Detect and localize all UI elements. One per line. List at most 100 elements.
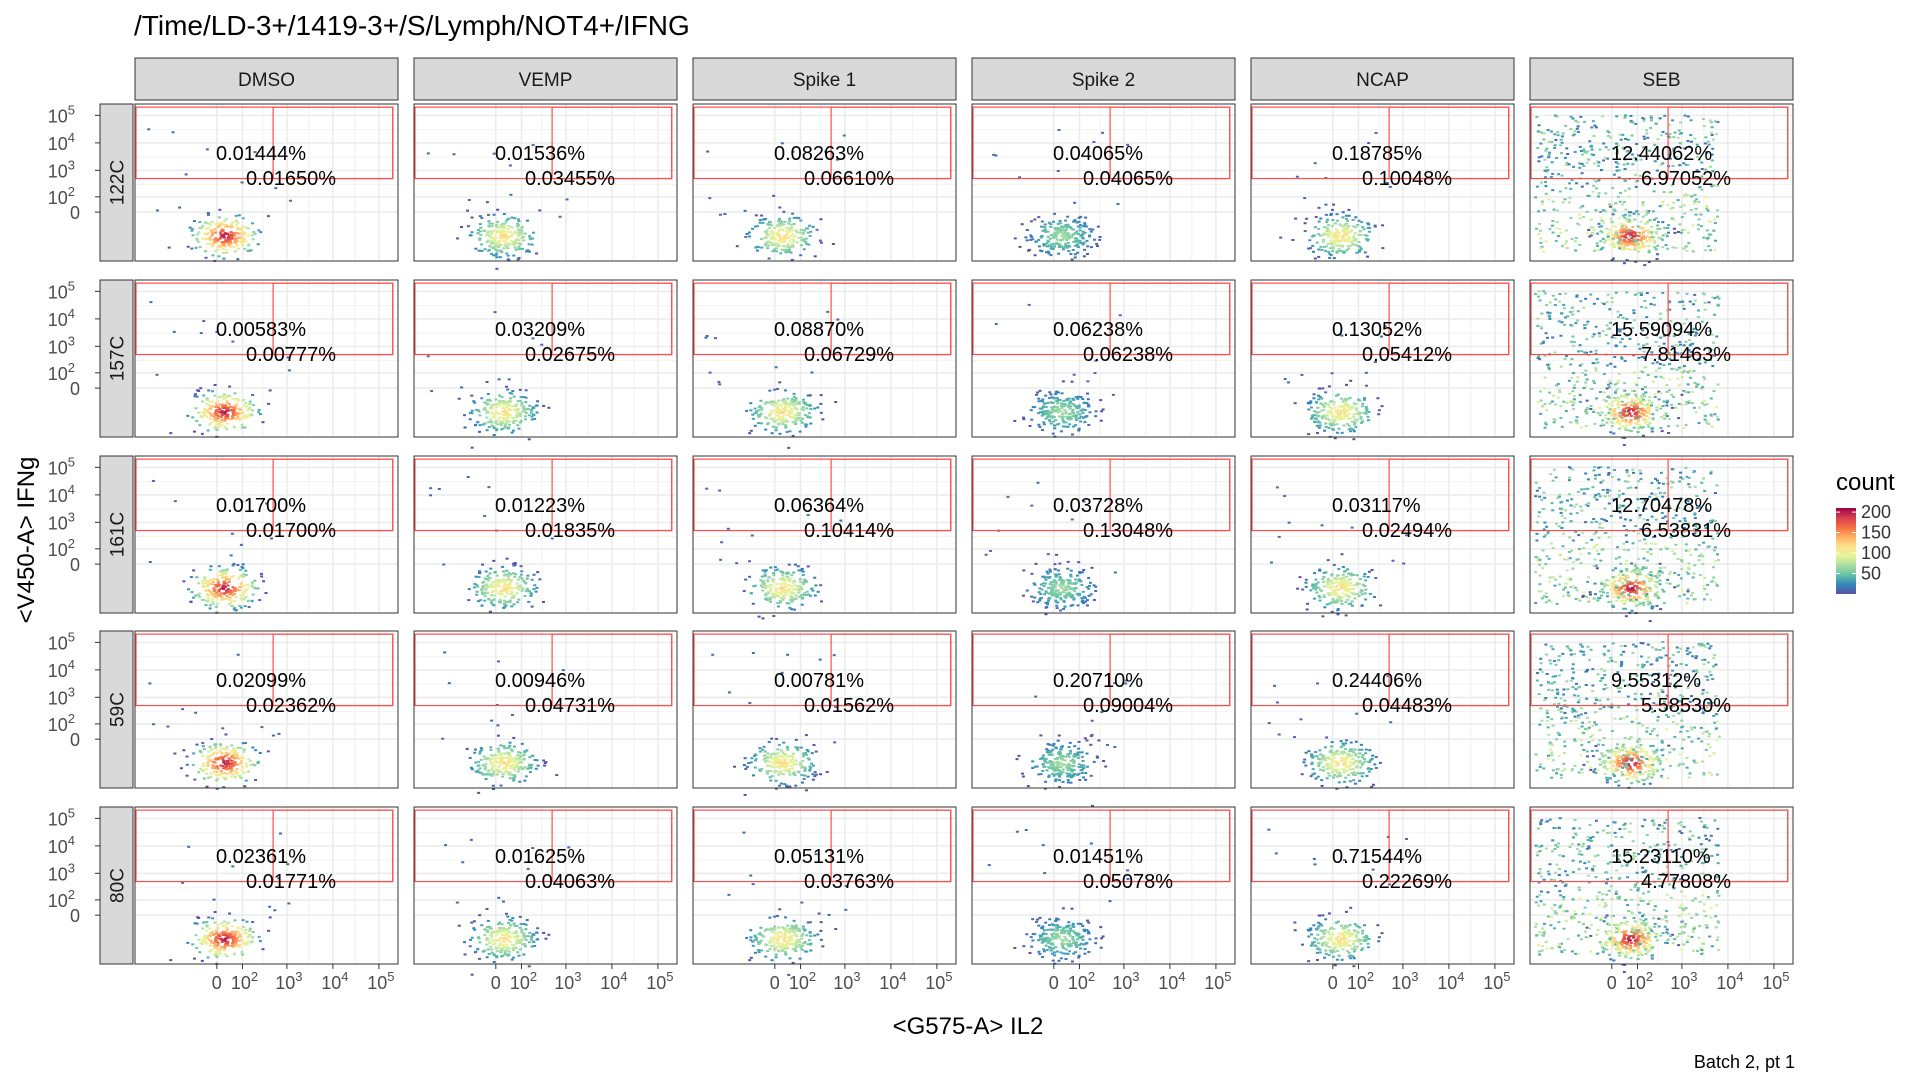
density-bin	[251, 593, 255, 596]
density-bin	[786, 402, 790, 405]
event-bin	[215, 330, 219, 333]
density-bin	[499, 423, 503, 426]
density-bin	[1619, 245, 1623, 248]
event-bin	[1592, 153, 1596, 156]
event-bin	[1564, 124, 1568, 127]
density-bin	[786, 414, 790, 417]
density-bin	[786, 236, 790, 239]
event-bin	[1689, 354, 1693, 357]
density-bin	[801, 398, 805, 401]
density-bin	[1031, 600, 1035, 603]
density-bin	[206, 213, 210, 216]
density-bin	[1345, 423, 1349, 426]
density-bin	[218, 411, 222, 414]
event-bin	[1678, 301, 1682, 304]
event-bin	[1634, 243, 1638, 246]
density-bin	[1358, 249, 1362, 252]
density-bin	[1645, 235, 1649, 238]
density-bin	[1648, 238, 1652, 241]
density-bin	[483, 406, 487, 409]
density-bin	[1621, 227, 1625, 230]
density-bin	[1074, 244, 1078, 247]
density-bin	[492, 236, 496, 239]
density-bin	[1082, 248, 1086, 251]
density-bin	[225, 428, 229, 431]
event-bin	[1668, 132, 1672, 135]
density-bin	[796, 414, 800, 417]
density-bin	[803, 414, 807, 417]
density-bin	[1656, 244, 1660, 247]
density-bin	[1366, 222, 1370, 225]
density-bin	[243, 232, 247, 235]
density-bin	[1358, 230, 1362, 233]
density-bin	[1085, 586, 1089, 589]
event-bin	[1607, 148, 1611, 151]
density-bin	[233, 590, 237, 593]
density-bin	[782, 597, 786, 600]
density-bin	[766, 247, 770, 250]
density-bin	[1623, 404, 1627, 407]
event-bin	[1586, 194, 1590, 197]
density-bin	[498, 399, 502, 402]
density-bin	[1324, 245, 1328, 248]
event-bin	[726, 527, 730, 530]
density-bin	[480, 587, 484, 590]
density-bin	[518, 421, 522, 424]
density-bin	[806, 394, 810, 397]
event-bin	[1713, 218, 1717, 221]
event-bin	[1619, 314, 1623, 317]
panel: 0.01444%0.01650%	[134, 103, 399, 263]
event-bin	[1715, 335, 1719, 338]
density-bin	[218, 244, 222, 247]
event-bin	[1643, 137, 1647, 140]
event-bin	[1545, 409, 1549, 412]
density-bin	[481, 423, 485, 426]
density-bin	[763, 573, 767, 576]
event-bin	[1709, 171, 1713, 174]
density-bin	[1330, 233, 1334, 236]
density-bin	[257, 411, 261, 414]
density-bin	[1057, 584, 1061, 587]
density-bin	[790, 592, 794, 595]
event-bin	[1704, 168, 1708, 171]
density-bin	[226, 225, 230, 228]
density-bin	[802, 582, 806, 585]
density-bin	[1635, 413, 1639, 416]
density-bin	[511, 587, 515, 590]
density-bin	[506, 592, 510, 595]
density-bin	[1639, 408, 1643, 411]
density-bin	[777, 223, 781, 226]
density-bin	[522, 239, 526, 242]
density-bin	[1613, 415, 1617, 418]
event-bin	[265, 502, 269, 505]
density-bin	[506, 254, 510, 257]
event-bin	[1560, 425, 1564, 428]
event-bin	[1583, 324, 1587, 327]
density-bin	[201, 584, 205, 587]
density-bin	[1335, 423, 1339, 426]
density-bin	[1328, 231, 1332, 234]
gate-ifng-positive	[693, 282, 952, 356]
density-bin	[1357, 250, 1361, 253]
density-bin	[788, 227, 792, 230]
density-bin	[1340, 431, 1344, 434]
gate-percent-label: 0.01700%	[246, 520, 336, 542]
density-bin	[1066, 215, 1070, 218]
event-bin	[1678, 340, 1682, 343]
density-bin	[229, 602, 233, 605]
density-bin	[1073, 404, 1077, 407]
event-bin	[1696, 223, 1700, 226]
event-bin	[1653, 143, 1657, 146]
panel: 0.01223%0.01835%	[413, 455, 678, 614]
density-bin	[775, 387, 779, 390]
event-bin	[718, 213, 722, 216]
density-bin	[788, 606, 792, 609]
event-bin	[1703, 331, 1707, 334]
density-bin	[1327, 223, 1331, 226]
density-bin	[1626, 429, 1630, 432]
density-bin	[1632, 390, 1636, 393]
event-bin	[1698, 362, 1702, 365]
event-bin	[1665, 356, 1669, 359]
density-bin	[1624, 226, 1628, 229]
density-bin	[507, 412, 511, 415]
